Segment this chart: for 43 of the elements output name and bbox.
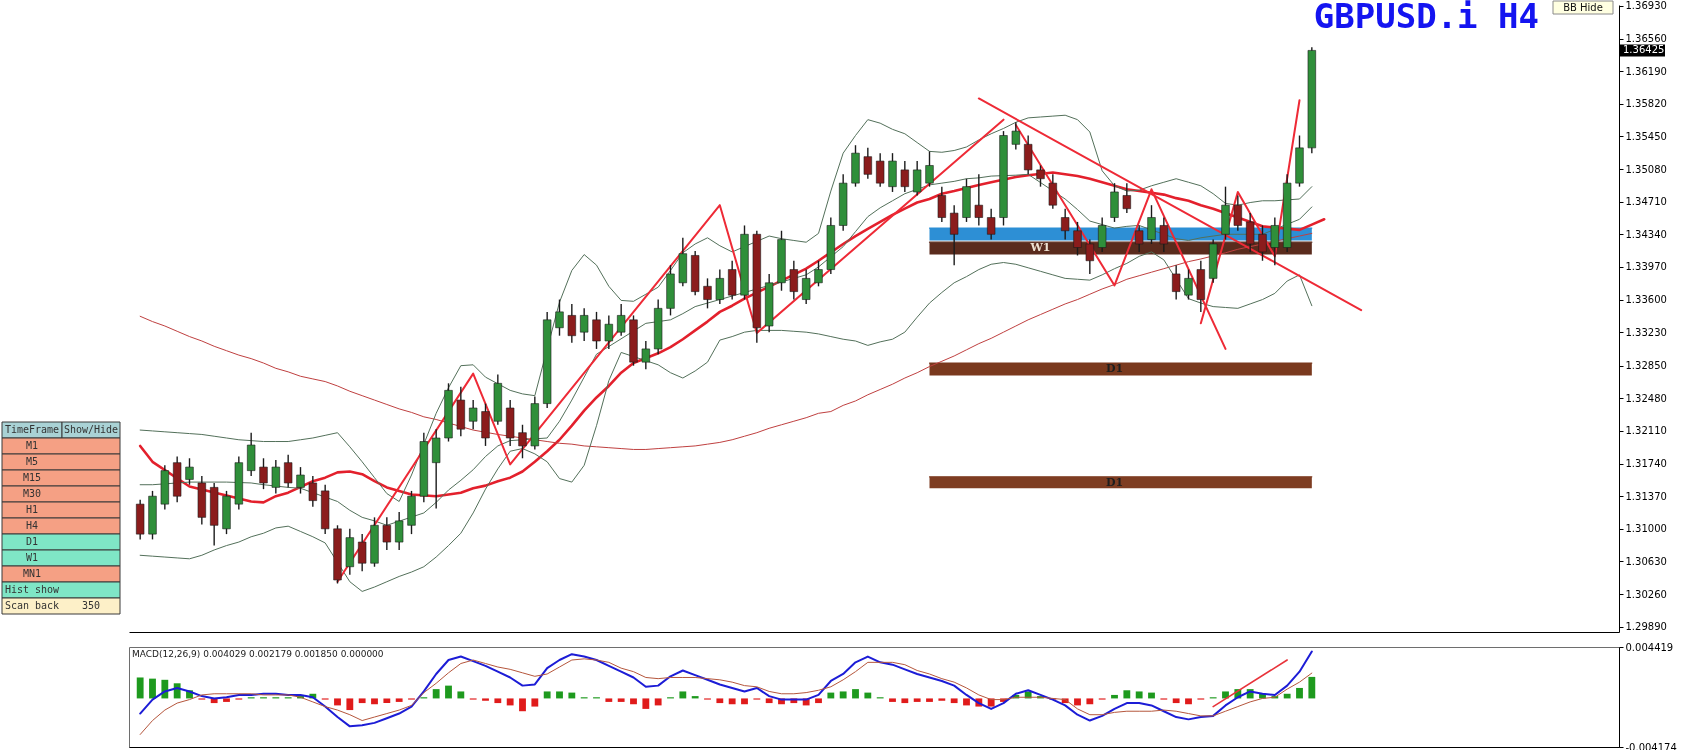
category-label: M30	[22, 488, 42, 499]
y-tick-label: 1.33230	[1625, 326, 1667, 338]
y-tick-label: 1.29890	[1625, 621, 1667, 633]
text: 1.36425	[1623, 44, 1665, 56]
y-tick-label: 1.34340	[1625, 228, 1667, 240]
chart-title: GBPUSD.i H4	[1313, 0, 1539, 36]
y-tick-label: 1.36560	[1625, 33, 1667, 45]
category-label: MN1	[22, 568, 42, 579]
y-tick-label: 1.35450	[1625, 130, 1667, 142]
category-label: M5	[25, 456, 39, 467]
y-tick-label: 1.35820	[1625, 98, 1667, 110]
category-label: M1	[25, 440, 39, 451]
y-tick-label: 1.31370	[1625, 490, 1667, 502]
category-label: Hist show	[4, 584, 61, 595]
category-label: W1	[25, 552, 39, 563]
y-tick-label: 1.36190	[1625, 65, 1667, 77]
y-tick-label: 1.32480	[1625, 392, 1667, 404]
y-tick-label: 1.35080	[1625, 163, 1667, 175]
text: Show/Hide	[63, 424, 119, 435]
series-label: D1	[1105, 362, 1124, 376]
y-tick-label: 1.31740	[1625, 458, 1667, 470]
category-label: D1	[25, 536, 39, 547]
chart-title: MACD(12,26,9) 0.004029 0.002179 0.001850 0.000000	[132, 649, 384, 659]
series-label: W1	[1029, 241, 1051, 255]
text: 350	[81, 600, 101, 611]
y-tick-label: 1.32110	[1625, 425, 1667, 437]
series-label: D1	[1105, 475, 1124, 489]
category-label: H4	[25, 520, 39, 531]
y-tick-label: 1.34710	[1625, 196, 1667, 208]
y-tick-label: 1.30630	[1625, 555, 1667, 567]
y-tick-label: 1.32850	[1625, 360, 1667, 372]
text: TimeFrame	[4, 424, 60, 435]
category-label: Scan back	[4, 600, 60, 611]
y-tick-label: 1.33970	[1625, 261, 1667, 273]
y-tick-label: 1.31000	[1625, 523, 1667, 535]
category-label: H1	[25, 504, 39, 515]
annotation: BB Hide	[1563, 1, 1603, 13]
y-tick-label: 1.36930	[1625, 0, 1667, 12]
y-tick-label: -0.004174	[1625, 741, 1677, 750]
y-tick-label: 1.30260	[1625, 588, 1667, 600]
y-tick-label: 1.33600	[1625, 294, 1667, 306]
category-label: M15	[22, 472, 42, 483]
y-tick-label: 0.004419	[1625, 641, 1674, 653]
